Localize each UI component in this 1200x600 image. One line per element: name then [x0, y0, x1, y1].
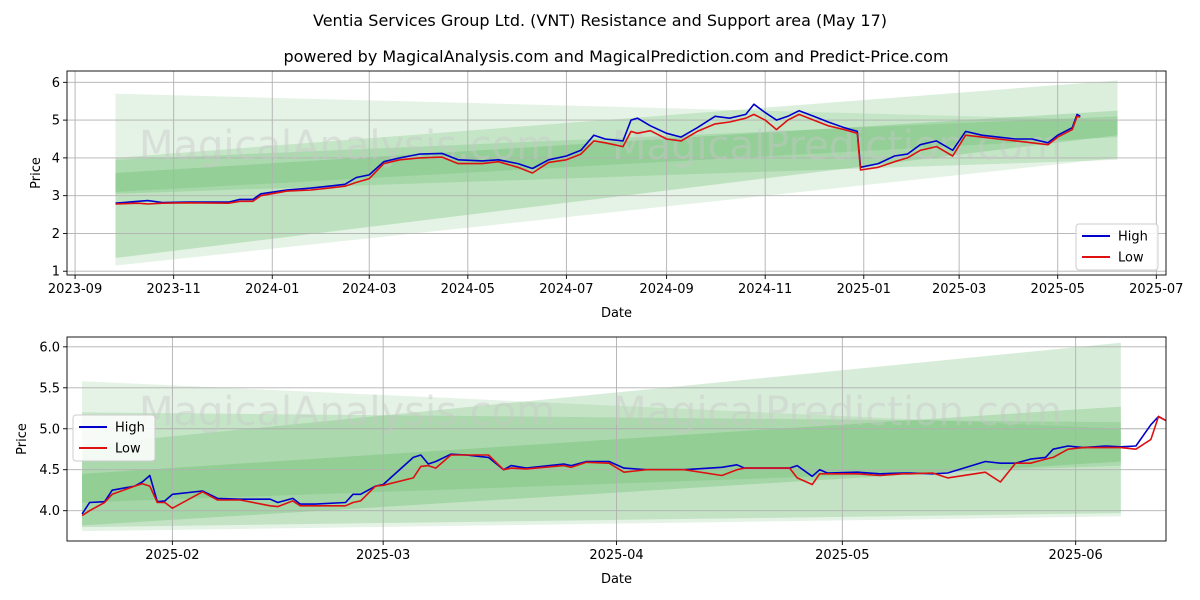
x-tick-label: 2025-06 — [1049, 548, 1103, 563]
x-tick-label: 2024-03 — [342, 282, 396, 297]
x-axis-label: Date — [601, 572, 632, 587]
y-tick-label: 6 — [52, 76, 60, 91]
y-tick-label: 4 — [52, 151, 60, 166]
chart-title: Ventia Services Group Ltd. (VNT) Resista… — [313, 11, 887, 30]
x-tick-label: 2025-03 — [356, 548, 410, 563]
legend-label-high: High — [115, 421, 145, 436]
y-tick-label: 4.5 — [39, 463, 60, 478]
x-axis-label: Date — [601, 306, 632, 321]
x-tick-label: 2025-07 — [1129, 282, 1183, 297]
y-tick-label: 3 — [52, 189, 60, 204]
watermark-magicalanalysis: MagicalAnalysis.com — [139, 389, 555, 435]
x-tick-label: 2023-11 — [147, 282, 201, 297]
support-resistance-band-4 — [82, 412, 1121, 503]
support-resistance-band-2 — [82, 342, 1121, 528]
watermark-magicalprediction: MagicalPrediction.com — [612, 389, 1062, 435]
x-tick-label: 2023-09 — [48, 282, 102, 297]
x-tick-label: 2025-02 — [145, 548, 199, 563]
axes-frame — [66, 70, 1167, 276]
y-tick-label: 5.5 — [39, 381, 60, 396]
plot-area: MagicalAnalysis.com MagicalPrediction.com — [67, 337, 1166, 541]
x-tick-label: 2025-03 — [932, 282, 986, 297]
series-line-high — [115, 103, 1081, 204]
y-tick-label: 5 — [52, 114, 60, 129]
series-line-low — [81, 415, 1166, 517]
y-tick-label: 4.0 — [39, 504, 60, 519]
support-resistance-band-1 — [115, 93, 1118, 266]
x-tick-label: 2024-01 — [245, 282, 299, 297]
legend-label-high: High — [1118, 230, 1148, 245]
legend-label-low: Low — [1118, 251, 1144, 266]
bottom-price-panel: MagicalAnalysis.com MagicalPrediction.com… — [15, 336, 1167, 587]
y-tick-label: 6.0 — [39, 340, 60, 355]
x-tick-label: 2025-01 — [837, 282, 891, 297]
series-line-high — [81, 415, 1166, 515]
x-tick-label: 2024-09 — [639, 282, 693, 297]
x-tick-label: 2024-07 — [539, 282, 593, 297]
y-axis-label: Price — [29, 157, 44, 189]
x-tick-label: 2024-11 — [738, 282, 792, 297]
x-tick-label: 2024-05 — [441, 282, 495, 297]
watermark-magicalprediction: MagicalPrediction.com — [612, 123, 1062, 169]
chart-subtitle: powered by MagicalAnalysis.com and Magic… — [283, 47, 948, 66]
support-resistance-band-3 — [115, 110, 1118, 259]
series-line-low — [115, 113, 1081, 205]
legend: High Low — [72, 414, 156, 462]
legend-label-low: Low — [115, 442, 141, 457]
support-resistance-band-4 — [115, 116, 1118, 192]
x-tick-label: 2025-05 — [815, 548, 869, 563]
y-tick-label: 1 — [52, 265, 60, 280]
legend: High Low — [1075, 223, 1159, 271]
support-resistance-band-1 — [82, 381, 1121, 532]
x-tick-label: 2025-04 — [589, 548, 643, 563]
y-axis-label: Price — [15, 423, 30, 455]
y-tick-label: 2 — [52, 227, 60, 242]
y-tick-label: 5.0 — [39, 422, 60, 437]
plot-area: MagicalAnalysis.com MagicalPrediction.com — [67, 71, 1166, 275]
support-resistance-band-3 — [82, 406, 1121, 526]
x-tick-label: 2025-05 — [1031, 282, 1085, 297]
top-price-panel: MagicalAnalysis.com MagicalPrediction.com… — [29, 70, 1183, 321]
